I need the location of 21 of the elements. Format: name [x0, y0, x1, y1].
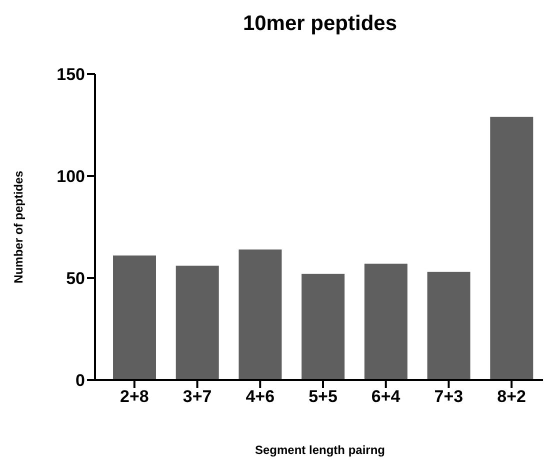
- bar: [490, 116, 534, 380]
- bar: [238, 249, 282, 380]
- bar: [364, 264, 408, 380]
- x-tick-label: 7+3: [434, 387, 464, 406]
- chart-title: 10mer peptides: [242, 12, 398, 36]
- y-axis-title: Number of peptides: [11, 170, 26, 284]
- x-tick-label: 2+8: [120, 387, 149, 406]
- x-tick-label: 5+5: [308, 387, 338, 406]
- x-axis-title: Segment length pairng: [254, 443, 386, 457]
- x-tick-label: 4+6: [246, 387, 275, 406]
- bar: [427, 272, 470, 380]
- bar: [113, 256, 156, 380]
- y-tick-label: 150: [56, 65, 85, 84]
- y-tick-label: 100: [56, 167, 85, 186]
- bar: [302, 274, 345, 380]
- y-tick-label: 0: [76, 371, 85, 390]
- y-tick-label: 50: [66, 269, 85, 288]
- bar: [176, 266, 219, 380]
- x-tick-label: 6+4: [371, 387, 401, 406]
- x-tick-label: 3+7: [182, 387, 212, 406]
- x-tick-label: 8+2: [497, 387, 526, 406]
